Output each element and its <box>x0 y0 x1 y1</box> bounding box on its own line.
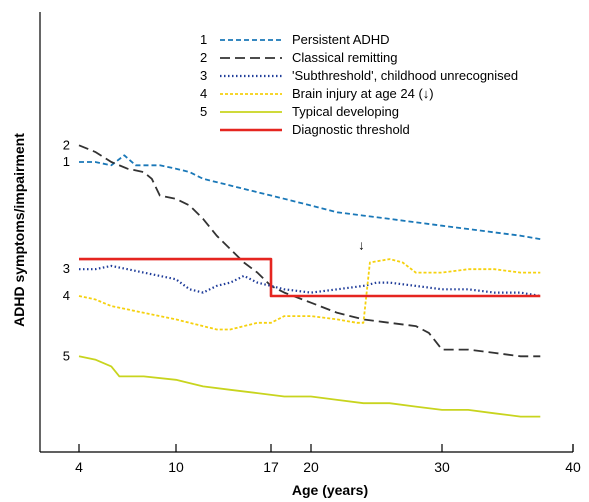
x-tick-label-4: 4 <box>75 459 83 475</box>
legend: 1 Persistent ADHD 2 Classical remitting 3 'Su… <box>200 32 518 137</box>
x-tick-label-10: 10 <box>168 459 184 475</box>
legend-label-subthreshold-childhood-unrecognised: 'Subthreshold', childhood unrecognised <box>292 68 518 83</box>
legend-number-2: 2 <box>200 50 207 65</box>
x-tick-label-17: 17 <box>263 459 279 475</box>
legend-label-persistent-adhd: Persistent ADHD <box>292 32 390 47</box>
legend-number-3: 3 <box>200 68 207 83</box>
series-line-subthreshold-childhood-unrecognised <box>79 264 541 298</box>
legend-number-1: 1 <box>200 32 207 47</box>
legend-label-classical-remitting: Classical remitting <box>292 50 397 65</box>
brain-injury-arrow: ↓ <box>358 237 365 252</box>
series-line-typical-developing <box>78 355 541 418</box>
series-line-persistent-adhd <box>79 154 541 240</box>
legend-label-brain-injury-at-age-24: Brain injury at age 24 (↓) <box>292 86 434 101</box>
y-axis-title: ADHD symptoms/impairment <box>11 133 27 327</box>
legend-number-5: 5 <box>200 104 207 119</box>
axes: 4 10 17 20 30 40 <box>39 12 581 475</box>
x-tick-label-40: 40 <box>565 459 581 475</box>
labels-layer: 2 1 3 4 5 ↓ <box>63 137 365 363</box>
line-label-1: 1 <box>63 154 70 169</box>
line-label-5: 5 <box>63 348 70 363</box>
x-tick-label-20: 20 <box>303 459 319 475</box>
line-label-3: 3 <box>63 261 70 276</box>
legend-number-4: 4 <box>200 86 207 101</box>
series-line-diagnostic-threshold <box>79 257 541 298</box>
series-layer <box>78 144 541 418</box>
legend-label-diagnostic-threshold: Diagnostic threshold <box>292 122 410 137</box>
legend-label-typical-developing: Typical developing <box>292 104 399 119</box>
x-tick-label-30: 30 <box>434 459 450 475</box>
line-label-2: 2 <box>63 137 70 152</box>
x-axis-title: Age (years) <box>292 482 368 498</box>
line-label-4: 4 <box>63 288 70 303</box>
series-line-brain-injury-at-age-24 <box>78 258 541 331</box>
series-line-classical-remitting <box>78 144 541 358</box>
